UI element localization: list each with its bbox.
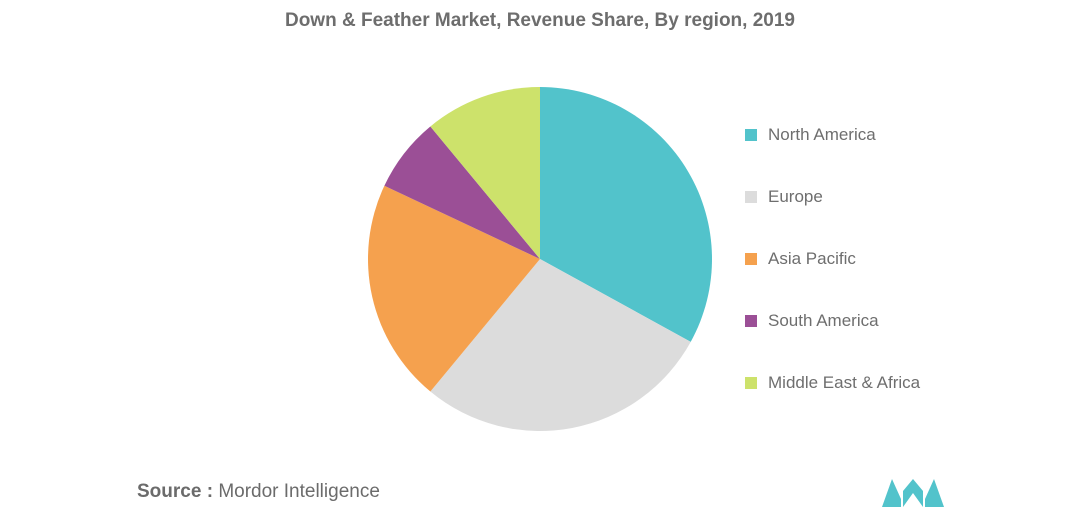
legend-swatch [745,191,757,203]
legend-item-north-america: North America [745,124,920,146]
mordor-intelligence-logo-icon [882,479,944,507]
source-name: Mordor Intelligence [218,481,380,502]
legend-swatch [745,377,757,389]
legend-swatch [745,129,757,141]
pie-slice-europe [430,259,691,431]
legend-item-asia-pacific: Asia Pacific [745,248,920,270]
pie-slice-middle-east-africa [430,87,540,259]
legend-label: Middle East & Africa [768,373,921,392]
legend-label: South America [768,311,879,330]
source-prefix: Source : [137,481,214,502]
pie-slice-asia-pacific [368,185,540,392]
pie-slice-north-america [540,87,712,342]
legend-swatch [745,315,757,327]
legend-item-europe: Europe [745,186,920,208]
chart-legend: North America Europe Asia Pacific South … [745,124,920,434]
pie-slice-south-america [384,126,540,259]
chart-title: Down & Feather Market, Revenue Share, By… [284,10,795,31]
legend-item-middle-east-africa: Middle East & Africa [745,372,920,394]
legend-label: North America [768,125,876,144]
legend-item-south-america: South America [745,310,920,332]
source-credit: Source : Mordor Intelligence [137,481,380,503]
legend-swatch [745,253,757,265]
legend-label: Europe [768,187,823,206]
legend-label: Asia Pacific [768,249,856,268]
